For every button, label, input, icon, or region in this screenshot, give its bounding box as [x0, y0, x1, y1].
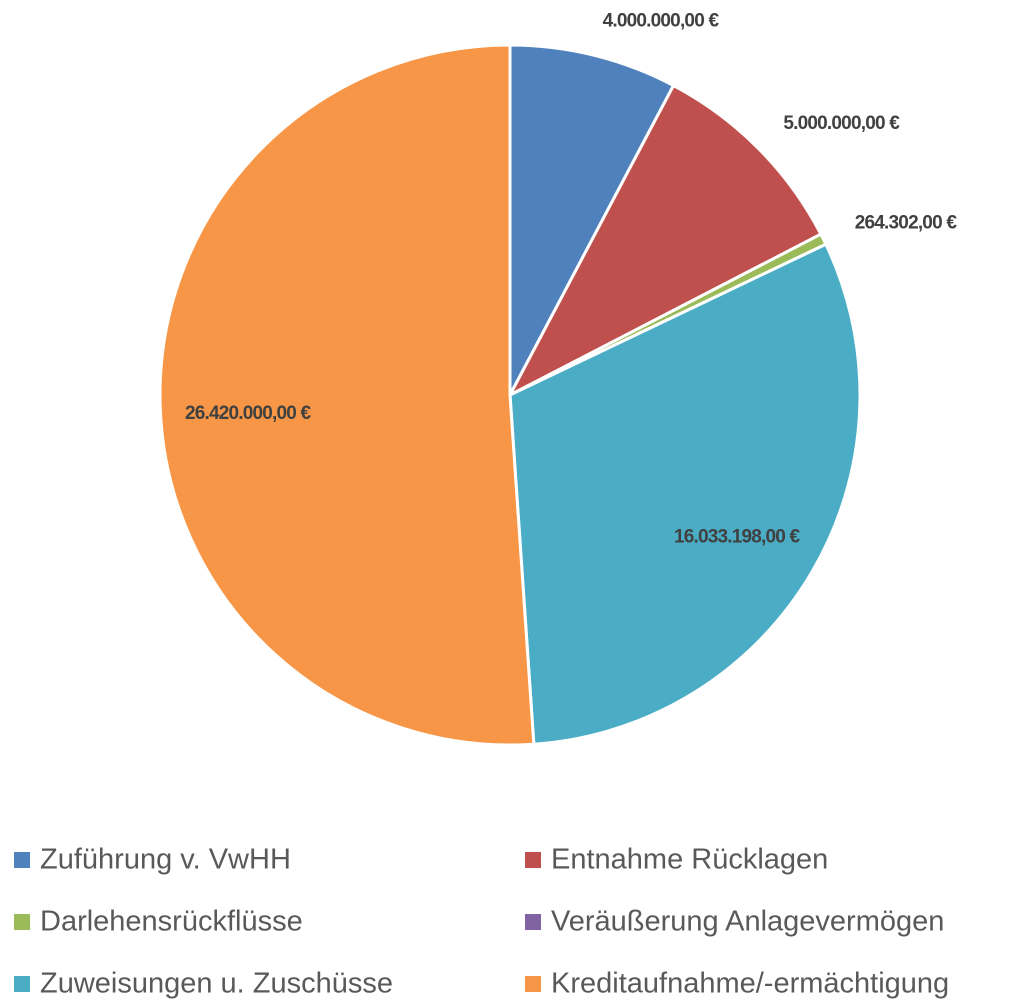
legend-swatch	[14, 852, 30, 868]
legend-label: Zuweisungen u. Zuschüsse	[40, 968, 393, 1000]
legend-swatch	[14, 914, 30, 930]
data-label: 264.302,00 €	[855, 213, 958, 234]
legend-label: Darlehensrückflüsse	[40, 906, 303, 938]
legend-label: Zuführung v. VwHH	[40, 844, 291, 876]
legend-swatch	[14, 976, 30, 992]
pie-slice	[158, 43, 536, 747]
data-label: 16.033.198,00 €	[674, 526, 801, 547]
legend-label: Entnahme Rücklagen	[551, 844, 828, 876]
data-label: 4.000.000,00 €	[603, 10, 720, 31]
data-label: 26.420.000,00 €	[185, 403, 312, 424]
legend-swatch	[525, 852, 541, 868]
pie-slice	[508, 242, 862, 746]
pie-slice	[506, 83, 823, 399]
legend-swatch	[525, 976, 541, 992]
legend-label: Kreditaufnahme/-ermächtigung	[551, 968, 949, 1000]
legend-label: Veräußerung Anlagevermögen	[551, 906, 944, 938]
data-label: 5.000.000,00 €	[783, 113, 900, 134]
legend-swatch	[525, 914, 541, 930]
pie-slice	[508, 43, 676, 396]
